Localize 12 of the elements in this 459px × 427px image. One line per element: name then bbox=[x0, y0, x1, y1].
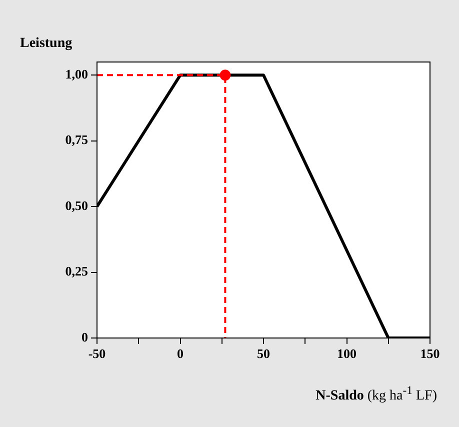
y-tick-label: 0,75 bbox=[65, 132, 88, 148]
x-tick-label: 0 bbox=[177, 346, 184, 362]
y-tick-label: 1,00 bbox=[65, 66, 88, 82]
x-tick-label: -50 bbox=[88, 346, 106, 362]
x-axis-title: N-Saldo (kg ha$^{-1}$ LF) bbox=[316, 384, 437, 405]
y-tick-label: 0 bbox=[82, 329, 88, 344]
chart-title: Leistung bbox=[20, 36, 72, 52]
y-tick-label: 0,50 bbox=[65, 198, 88, 213]
x-tick-label: 150 bbox=[420, 346, 440, 362]
y-tick-label: 0,25 bbox=[65, 264, 88, 279]
x-tick-label: 50 bbox=[257, 346, 270, 362]
x-tick-label: 100 bbox=[337, 346, 356, 362]
